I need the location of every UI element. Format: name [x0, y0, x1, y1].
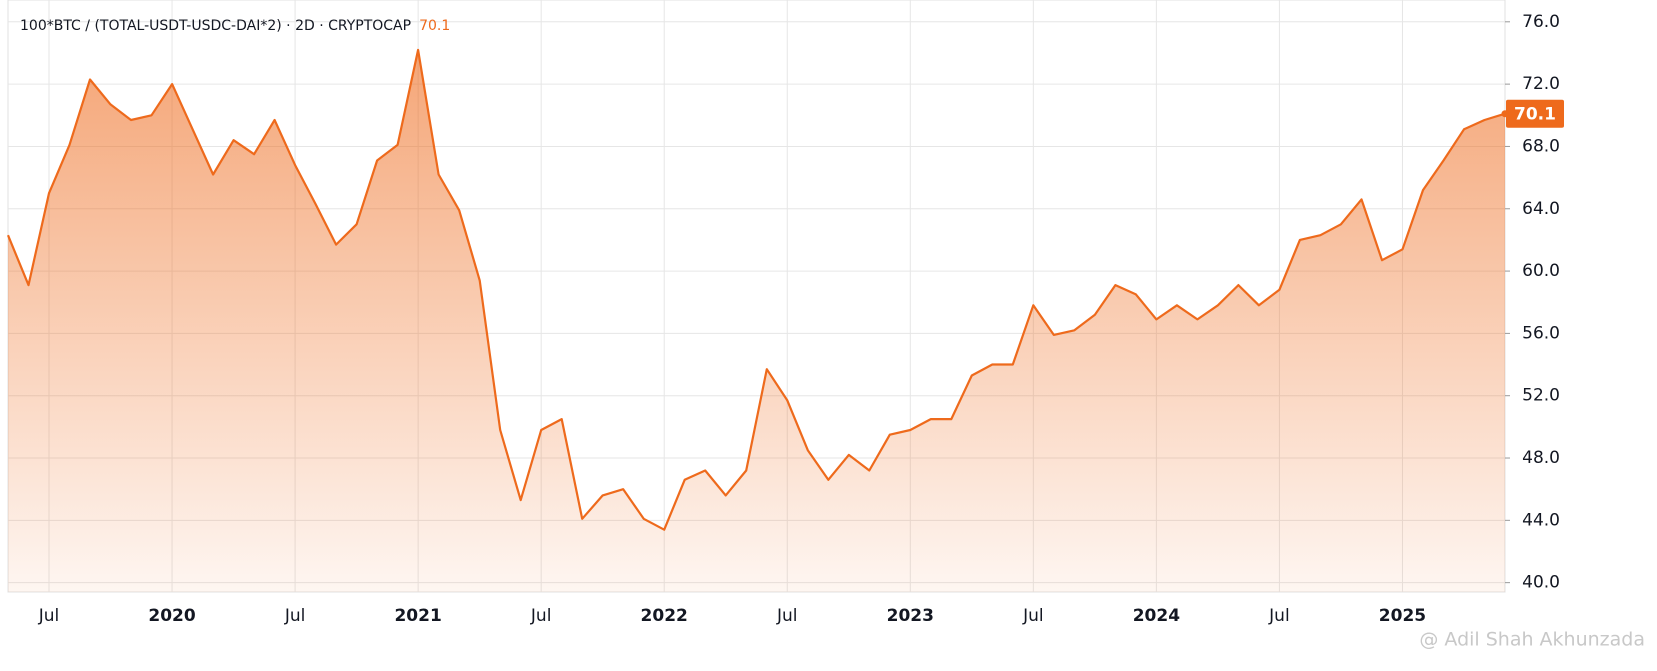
x-tick-label: 2023 — [887, 606, 934, 626]
price-line — [6, 48, 1506, 531]
y-tick-label: 48.0 — [1522, 448, 1560, 468]
y-tick-label: 64.0 — [1522, 199, 1560, 219]
watermark: @ Adil Shah Akhunzada — [1419, 629, 1645, 651]
x-tick-label: 2025 — [1379, 606, 1426, 626]
x-tick-label: Jul — [530, 606, 552, 626]
y-tick-label: 76.0 — [1522, 12, 1560, 32]
y-tick-label: 60.0 — [1522, 261, 1560, 281]
y-tick-label: 40.0 — [1522, 573, 1560, 593]
chart-title: 100*BTC / (TOTAL-USDT-USDC-DAI*2) · 2D ·… — [20, 18, 411, 34]
x-tick-label: 2021 — [394, 606, 441, 626]
y-tick-label: 72.0 — [1522, 74, 1560, 94]
x-tick-label: 2024 — [1133, 606, 1180, 626]
y-tick-label: 44.0 — [1522, 510, 1560, 530]
x-tick-label: Jul — [284, 606, 306, 626]
x-tick-label: 2020 — [148, 606, 195, 626]
x-tick-label: Jul — [38, 606, 60, 626]
price-badge-label: 70.1 — [1514, 105, 1556, 125]
x-tick-label: Jul — [1022, 606, 1044, 626]
x-tick-label: 2022 — [641, 606, 688, 626]
y-tick-label: 52.0 — [1522, 386, 1560, 406]
x-tick-label: Jul — [1268, 606, 1290, 626]
last-value: 70.1 — [419, 18, 450, 34]
y-tick-label: 56.0 — [1522, 323, 1560, 343]
price-badge — [1506, 99, 1564, 128]
x-tick-label: Jul — [776, 606, 798, 626]
area-fill — [8, 49, 1505, 592]
y-tick-label: 68.0 — [1522, 136, 1560, 156]
